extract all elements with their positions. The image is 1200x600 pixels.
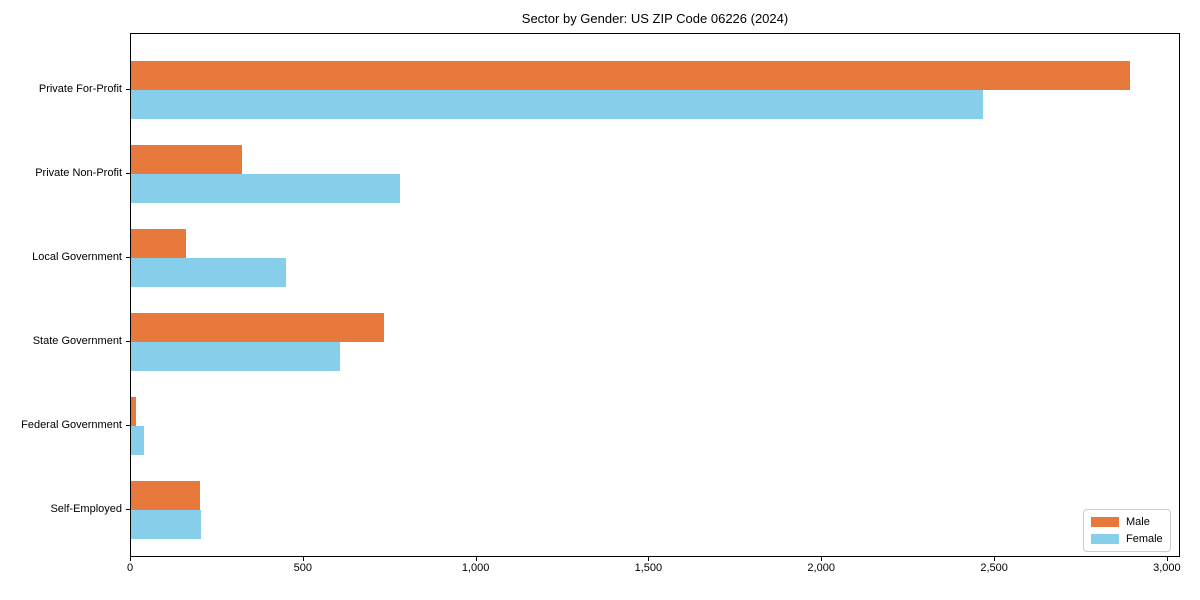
- bar-male-5: [131, 481, 201, 510]
- xtick-label-2: 1,000: [461, 562, 490, 574]
- legend-swatch-female-icon: [1091, 534, 1119, 544]
- xtick-mark-2: [475, 557, 477, 561]
- xtick-label-6: 3,000: [1153, 562, 1181, 574]
- xtick-label-5: 2,500: [980, 562, 1008, 574]
- legend-item-female: Female: [1091, 533, 1163, 545]
- ytick-mark-0: [126, 89, 130, 90]
- legend: Male Female: [1083, 509, 1171, 552]
- ytick-label-4: Federal Government: [21, 419, 122, 431]
- xtick-mark-5: [994, 557, 996, 561]
- bar-male-1: [131, 145, 242, 174]
- bar-male-4: [131, 397, 136, 426]
- ytick-mark-4: [126, 425, 130, 426]
- bar-female-0: [131, 90, 983, 119]
- bar-female-5: [131, 510, 202, 539]
- plot-area: Male Female: [130, 33, 1180, 557]
- xtick-mark-1: [302, 557, 304, 561]
- xtick-label-0: 0: [126, 562, 134, 574]
- xtick-mark-3: [648, 557, 650, 561]
- ytick-label-5: Self-Employed: [50, 503, 122, 515]
- bar-female-1: [131, 174, 400, 203]
- legend-item-male: Male: [1091, 516, 1162, 528]
- xtick-label-3: 1,500: [634, 562, 663, 574]
- ytick-label-1: Private Non-Profit: [35, 167, 122, 179]
- xtick-mark-0: [130, 557, 131, 561]
- ytick-mark-2: [126, 257, 130, 258]
- ytick-label-3: State Government: [32, 335, 122, 347]
- bar-male-2: [131, 229, 186, 258]
- chart-title: Sector by Gender: US ZIP Code 06226 (202…: [521, 11, 789, 26]
- xtick-label-4: 2,000: [807, 562, 835, 574]
- xtick-mark-6: [1166, 557, 1168, 561]
- legend-label-male: Male: [1126, 516, 1150, 528]
- bar-female-3: [131, 342, 341, 371]
- bar-female-4: [131, 426, 145, 455]
- legend-label-female: Female: [1126, 533, 1163, 545]
- ytick-mark-1: [126, 173, 130, 174]
- ytick-label-2: Local Government: [32, 251, 122, 263]
- bar-male-3: [131, 313, 384, 342]
- xtick-label-1: 500: [293, 562, 312, 574]
- legend-swatch-male-icon: [1091, 517, 1119, 527]
- ytick-label-0: Private For-Profit: [38, 83, 122, 95]
- bar-male-0: [131, 61, 1130, 90]
- ytick-mark-3: [126, 341, 130, 342]
- ytick-mark-5: [126, 509, 130, 510]
- bar-female-2: [131, 258, 287, 287]
- xtick-mark-4: [821, 557, 823, 561]
